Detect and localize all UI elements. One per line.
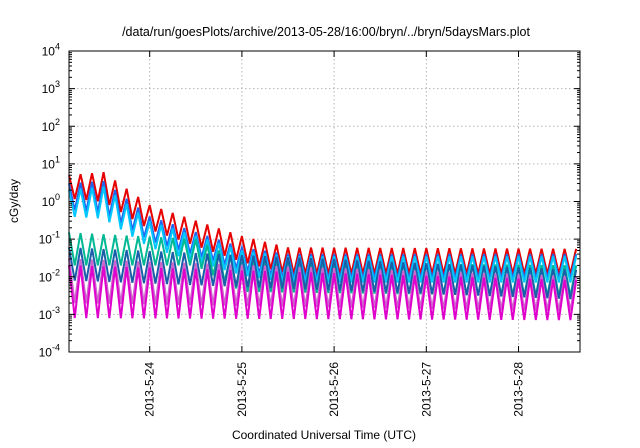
chart-title: /data/run/goesPlots/archive/2013-05-28/1… (122, 25, 530, 39)
y-tick-label: 101 (42, 154, 60, 171)
y-tick-label: 104 (42, 42, 60, 59)
y-tick-label: 102 (42, 117, 60, 134)
series-lines (68, 172, 578, 321)
series-line (68, 172, 578, 274)
series-line (68, 265, 578, 321)
y-axis-ticks: 10-4 10-3 10-2 10-1 100 101 102 103 104 (39, 42, 580, 360)
x-axis-ticks: 2013-5-24 2013-5-25 2013-5-26 2013-5-27 2013… (143, 51, 526, 417)
x-tick-label: 2013-5-24 (143, 362, 157, 417)
y-tick-label: 10-2 (39, 267, 60, 284)
x-tick-label: 2013-5-28 (512, 362, 526, 417)
series-line (68, 186, 578, 283)
series-line (68, 258, 578, 312)
x-axis-label: Coordinated Universal Time (UTC) (232, 428, 416, 442)
y-tick-label: 10-1 (39, 230, 60, 247)
y-tick-label: 100 (42, 192, 60, 209)
y-tick-label: 10-4 (39, 343, 60, 360)
y-tick-label: 10-3 (39, 305, 60, 322)
x-tick-label: 2013-5-26 (327, 362, 341, 417)
series-line (68, 247, 578, 300)
x-tick-label: 2013-5-27 (419, 362, 433, 417)
x-tick-label: 2013-5-25 (235, 362, 249, 417)
y-axis-label: cGy/day (7, 179, 21, 223)
y-tick-label: 103 (42, 79, 60, 96)
